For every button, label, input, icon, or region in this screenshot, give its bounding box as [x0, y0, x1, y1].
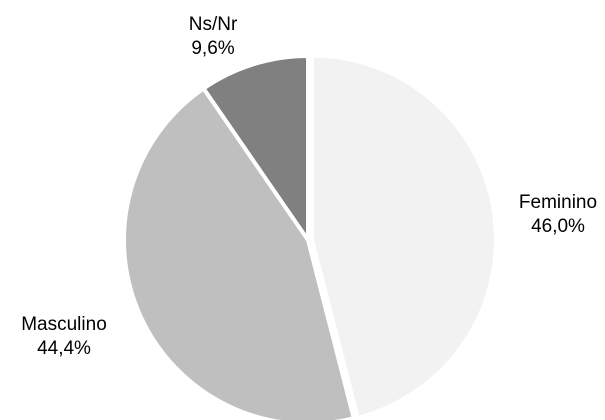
slice-name: Ns/Nr [189, 14, 238, 35]
pie-labels: Feminino 46,0% Masculino 44,4% Ns/Nr 9,6% [21, 14, 597, 359]
slice-value: 44,4% [37, 338, 91, 359]
slice-label-feminino: Feminino 46,0% [519, 192, 597, 237]
slice-value: 9,6% [191, 38, 234, 59]
pie-slice-ns-nr [200, 53, 310, 247]
slice-label-masculino: Masculino 44,4% [21, 314, 107, 359]
pie-slice-masculino [122, 85, 357, 420]
slice-name: Feminino [519, 192, 597, 213]
slice-label-ns-nr: Ns/Nr 9,6% [189, 14, 238, 59]
slice-name: Masculino [21, 314, 107, 335]
slice-value: 46,0% [531, 216, 585, 237]
pie-slice-feminino [309, 53, 498, 420]
pie-slices [122, 53, 498, 420]
